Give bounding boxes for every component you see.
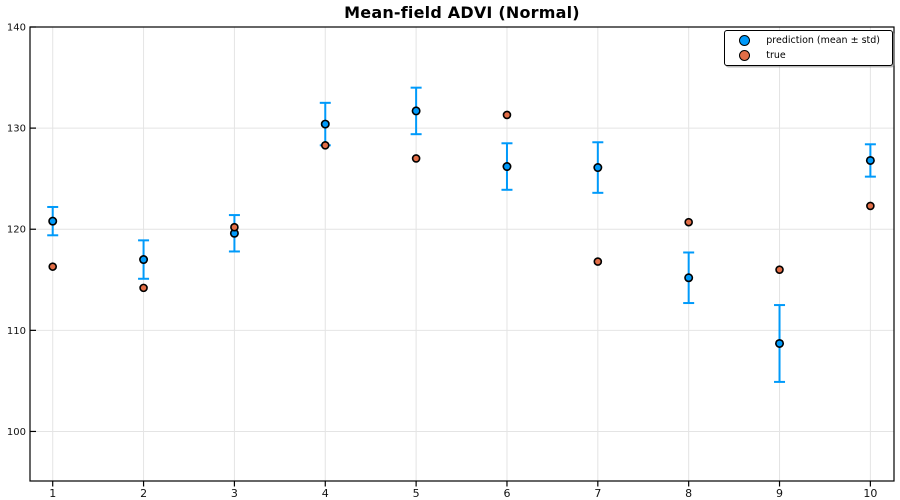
true-point <box>775 265 784 274</box>
prediction-point <box>139 255 149 265</box>
true-point <box>139 283 148 293</box>
true-point <box>48 262 58 271</box>
true-point <box>866 201 875 211</box>
x-tick-label: 4 <box>322 487 329 500</box>
true-point <box>502 110 512 120</box>
prediction-point <box>502 162 512 172</box>
prediction-point <box>320 119 330 129</box>
chart-title: Mean-field ADVI (Normal) <box>344 3 580 22</box>
true-point <box>230 222 239 232</box>
prediction-point <box>775 338 785 348</box>
y-tick-label: 120 <box>7 225 26 236</box>
x-tick-label: 8 <box>685 487 692 500</box>
prediction-marker-icon <box>739 35 751 46</box>
true-point <box>684 217 693 227</box>
x-tick-label: 1 <box>49 487 56 500</box>
true-point <box>320 141 330 150</box>
x-tick-label: 7 <box>594 487 601 500</box>
true-marker-icon <box>739 50 751 61</box>
prediction-point <box>411 106 421 116</box>
x-tick-label: 6 <box>503 487 510 500</box>
legend-item-true: true <box>733 50 880 61</box>
x-tick-label: 3 <box>231 487 238 500</box>
y-tick-label: 100 <box>7 427 26 438</box>
true-point <box>411 154 421 163</box>
legend: prediction (mean ± std) true <box>724 30 893 66</box>
y-tick-label: 140 <box>7 23 26 34</box>
prediction-point <box>865 155 875 165</box>
plot-frame <box>29 26 895 482</box>
true-point <box>593 257 603 266</box>
legend-label-true: true <box>766 50 786 61</box>
legend-label-prediction: prediction (mean ± std) <box>766 35 880 46</box>
y-tick-label: 110 <box>7 326 26 337</box>
x-tick-label: 2 <box>140 487 147 500</box>
prediction-point <box>48 216 58 226</box>
x-tick-label: 5 <box>413 487 420 500</box>
prediction-point <box>684 273 694 283</box>
x-tick-label: 10 <box>863 487 877 500</box>
x-tick-label: 9 <box>776 487 783 500</box>
prediction-point <box>593 163 603 173</box>
legend-item-prediction: prediction (mean ± std) <box>733 35 880 46</box>
y-tick-label: 130 <box>7 124 26 135</box>
